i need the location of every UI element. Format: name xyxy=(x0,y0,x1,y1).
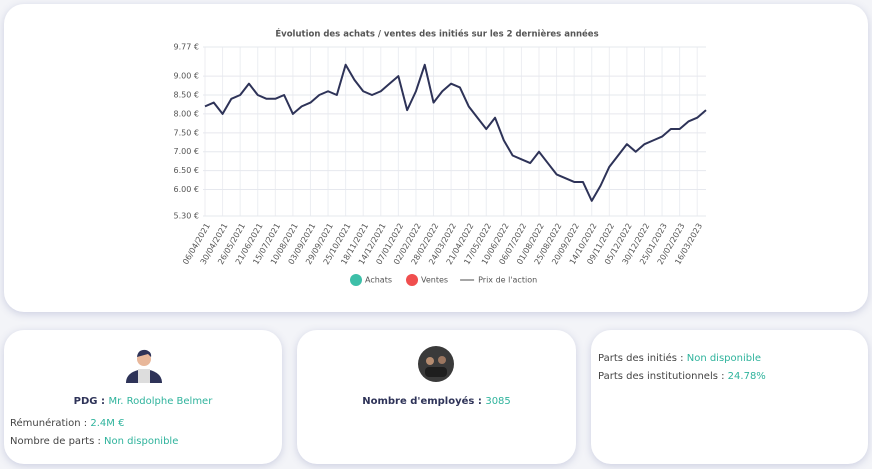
legend-label: Prix de l'action xyxy=(478,276,537,285)
pay-row: Rémunération : 2.4M € xyxy=(10,418,124,429)
label: Rémunération : xyxy=(10,418,88,429)
y-tick-label: 5.30 € xyxy=(174,212,199,221)
chart: Évolution des achats / ventes des initié… xyxy=(174,28,707,286)
label: Parts des institutionnels : xyxy=(598,371,725,382)
employees-row: Nombre d'employés : 3085 xyxy=(297,396,576,407)
employees-card: Nombre d'employés : 3085 xyxy=(297,330,576,464)
value: Non disponible xyxy=(104,436,179,447)
legend-marker xyxy=(350,274,362,286)
value: 2.4M € xyxy=(90,418,125,429)
ceo-avatar xyxy=(126,349,162,383)
chart-title: Évolution des achats / ventes des initié… xyxy=(275,28,598,40)
y-tick-label: 7.50 € xyxy=(174,128,199,137)
value: Mr. Rodolphe Belmer xyxy=(108,396,213,407)
ownership-card: Parts des initiés : Non disponible Parts… xyxy=(591,330,868,464)
y-tick-label: 8.50 € xyxy=(174,91,199,100)
value: 24.78% xyxy=(727,371,766,382)
value: Non disponible xyxy=(686,353,762,364)
legend-marker xyxy=(406,274,419,286)
price-line xyxy=(204,63,707,202)
label: PDG : xyxy=(73,396,105,407)
legend-label: Ventes xyxy=(421,276,448,285)
value: 3085 xyxy=(485,396,511,407)
y-tick-label: 9.00 € xyxy=(174,72,199,81)
institutions-row: Parts des institutionnels : 24.78% xyxy=(598,371,766,382)
insiders-row: Parts des initiés : Non disponible xyxy=(598,353,761,364)
label: Parts des initiés : xyxy=(598,353,684,364)
y-tick-label: 6.50 € xyxy=(174,166,199,175)
company-image xyxy=(418,346,454,382)
y-tick-label: 7.00 € xyxy=(174,147,199,156)
chart-card: Évolution des achats / ventes des initié… xyxy=(4,4,868,312)
legend-label: Achats xyxy=(365,276,392,285)
y-tick-label: 8.00 € xyxy=(174,109,199,118)
ceo-row: PDG : Mr. Rodolphe Belmer xyxy=(4,396,282,407)
shares-row: Nombre de parts : Non disponible xyxy=(10,436,178,447)
y-tick-label: 9.77 € xyxy=(174,43,199,52)
y-tick-label: 6.00 € xyxy=(174,185,199,194)
label: Nombre d'employés : xyxy=(362,396,482,407)
ceo-card: PDG : Mr. Rodolphe Belmer Rémunération :… xyxy=(4,330,282,464)
label: Nombre de parts : xyxy=(10,436,101,447)
